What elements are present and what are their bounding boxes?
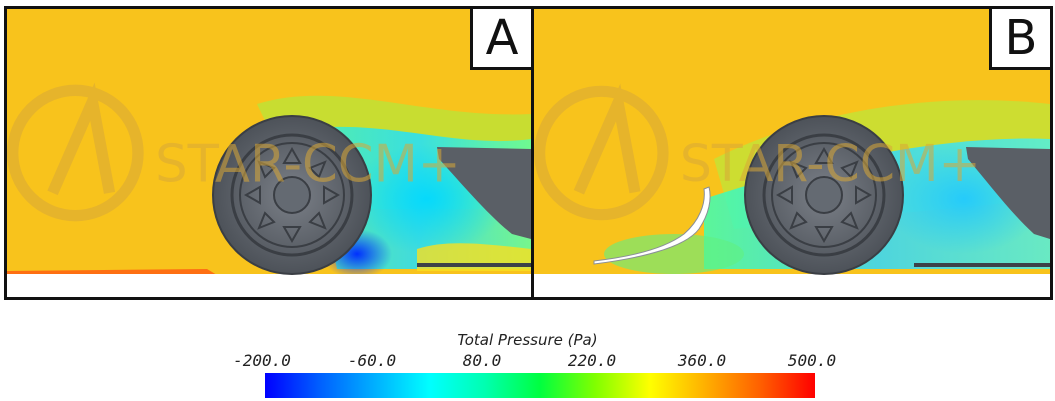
- colorbar-title: Total Pressure (Pa): [457, 331, 598, 349]
- watermark-text: STAR-CCM+: [155, 134, 461, 194]
- colorbar-tick-label: -60.0: [347, 351, 397, 370]
- colorbar-tick-label: 500.0: [787, 351, 837, 370]
- pressure-field-a: [7, 9, 531, 297]
- colorbar-tick-label: 220.0: [567, 351, 617, 370]
- panel-b: STAR-CCM+ B: [531, 6, 1053, 300]
- panel-label-b: B: [989, 9, 1050, 70]
- pressure-field-b: [534, 9, 1050, 297]
- colorbar-gradient: [265, 373, 815, 398]
- star-ccm-logo: STAR-CCM+: [534, 83, 981, 221]
- star-ccm-logo: STAR-CCM+: [7, 82, 461, 222]
- panel-label-a: A: [470, 9, 531, 70]
- watermark-text: STAR-CCM+: [680, 134, 981, 193]
- colorbar-tick-label: 80.0: [462, 351, 502, 370]
- colorbar-tick-label: 360.0: [677, 351, 727, 370]
- colorbar-tick-label: -200.0: [233, 351, 291, 370]
- panel-a: STAR-CCM+ A: [4, 6, 534, 300]
